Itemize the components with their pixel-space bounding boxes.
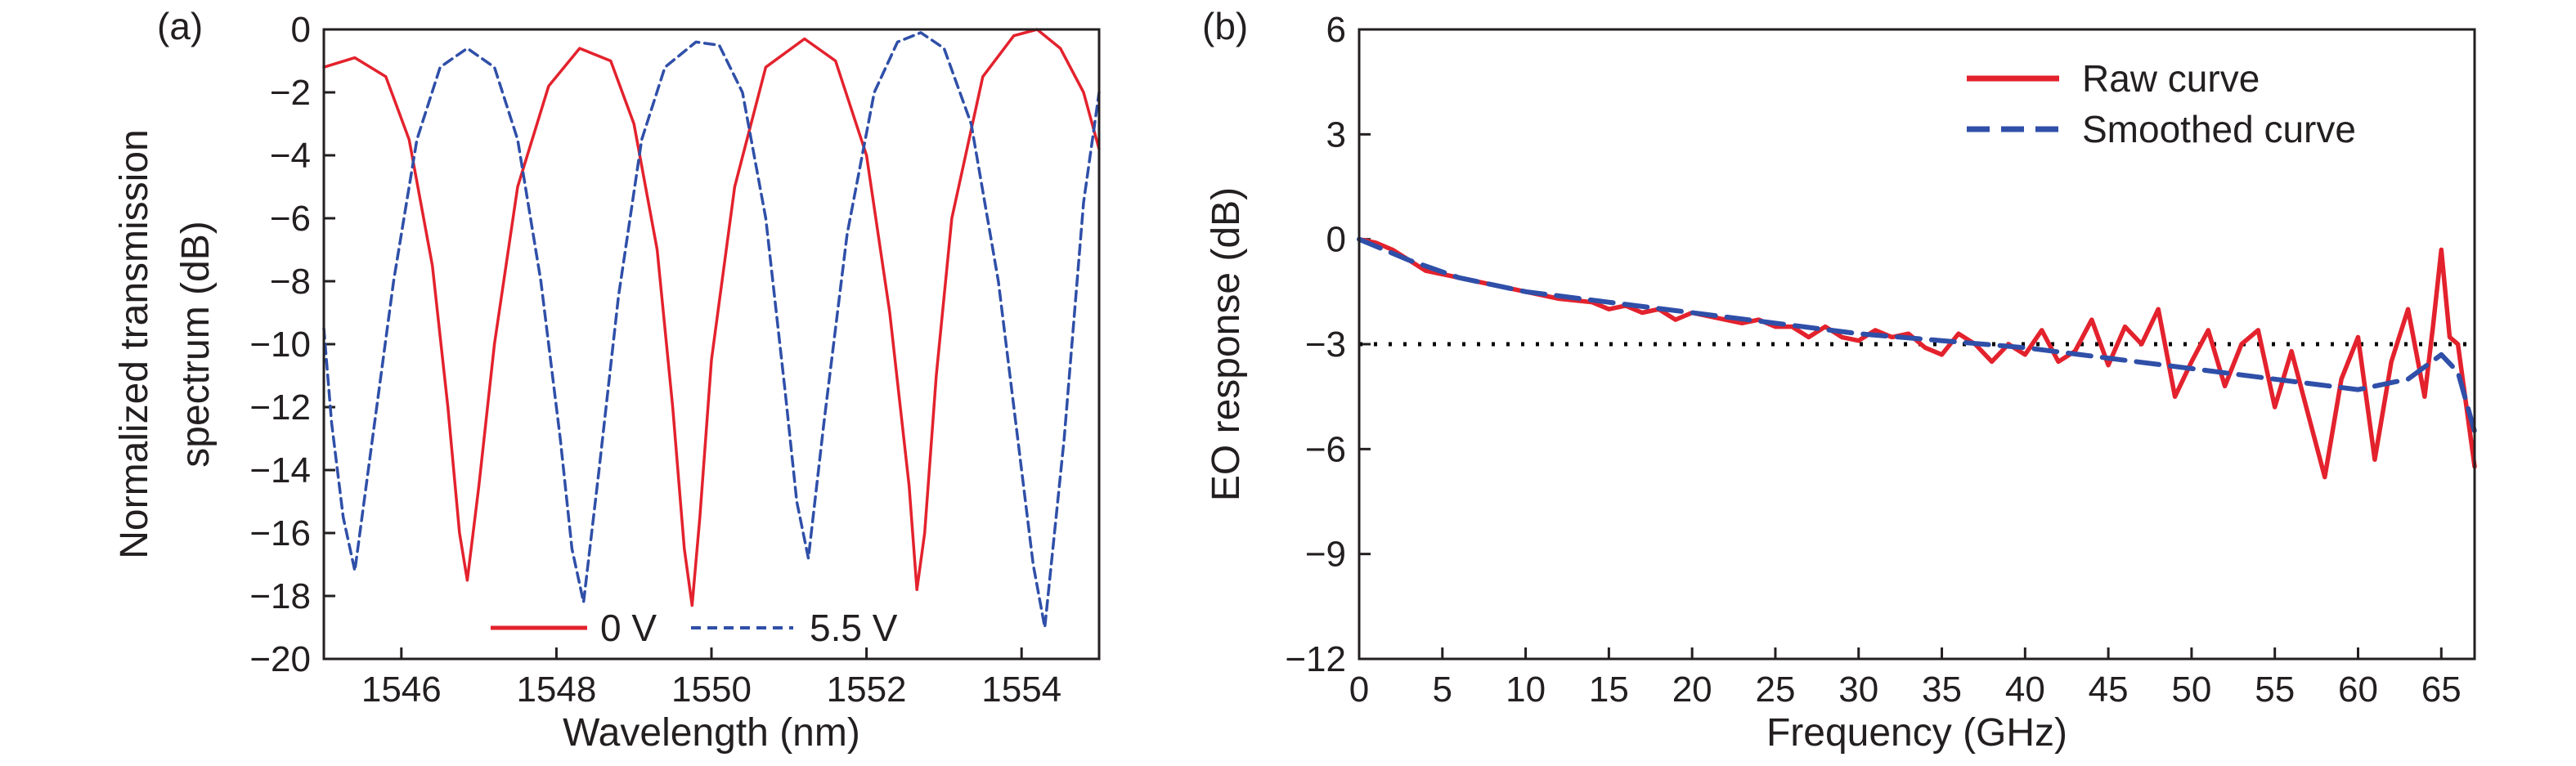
panel-b-x-axis-label: Frequency (GHz) bbox=[1766, 711, 2067, 755]
x-tick-label: 45 bbox=[2089, 670, 2129, 710]
x-tick-label: 1546 bbox=[361, 670, 442, 710]
y-tick-label: −9 bbox=[1305, 535, 1346, 575]
panel-b-y-axis-label: EO response (dB) bbox=[1205, 187, 1248, 501]
series-line-5-5-v bbox=[322, 31, 1101, 629]
x-tick-label: 1554 bbox=[981, 670, 1061, 710]
panel-a-y-axis-label-line2: spectrum (dB) bbox=[174, 221, 218, 467]
y-tick-label: 0 bbox=[291, 10, 311, 50]
y-tick-label: −8 bbox=[270, 262, 311, 302]
series-line-0-v bbox=[322, 28, 1101, 607]
x-tick-label: 40 bbox=[2005, 670, 2045, 710]
x-tick-label: 0 bbox=[1349, 670, 1369, 710]
y-tick-label: −12 bbox=[249, 387, 311, 428]
y-tick-label: 0 bbox=[1326, 220, 1346, 260]
panel-a-legend: 0 V 5.5 V bbox=[491, 607, 898, 649]
x-tick-label: 1550 bbox=[671, 670, 752, 710]
panel-b-y-tick-labels: 6 3 0 −3 −6 −9 −12 bbox=[1285, 10, 1346, 679]
panel-b-eo-response-chart: (b) 0 5 10 15 20 25 30 35 40 45 50 55 60 65 630−3−6−9… bbox=[1202, 5, 2477, 755]
panel-a-plot-frame bbox=[322, 28, 1101, 661]
x-tick-label: 20 bbox=[1672, 670, 1712, 710]
legend-label-5-5v: 5.5 V bbox=[810, 607, 898, 649]
panel-a-x-axis-label: Wavelength (nm) bbox=[563, 711, 860, 755]
panel-a-transmission-chart: (a) 1546 1548 1550 1552 1554 0 −2 −4 −6 −8 −10 −12… bbox=[113, 5, 1101, 755]
y-tick-label: −14 bbox=[249, 450, 311, 491]
panel-b-series bbox=[1357, 236, 2477, 480]
x-tick-label: 35 bbox=[1922, 670, 1962, 710]
x-tick-label: 55 bbox=[2255, 670, 2295, 710]
y-tick-label: −20 bbox=[249, 639, 311, 679]
y-tick-label: −2 bbox=[270, 73, 311, 113]
x-tick-label: 1552 bbox=[827, 670, 907, 710]
x-tick-label: 60 bbox=[2338, 670, 2378, 710]
x-tick-label: 65 bbox=[2421, 670, 2462, 710]
legend-label-smoothed-curve: Smoothed curve bbox=[2082, 108, 2356, 150]
x-tick-label: 5 bbox=[1433, 670, 1452, 710]
panel-a-series bbox=[322, 28, 1101, 629]
x-tick-label: 15 bbox=[1589, 670, 1629, 710]
y-tick-label: −6 bbox=[1305, 429, 1346, 469]
y-tick-label: −4 bbox=[270, 136, 311, 176]
panel-b-x-tick-labels: 0 5 10 15 20 25 30 35 40 45 50 55 60 65 bbox=[1349, 670, 2462, 710]
panel-a-axes bbox=[324, 28, 1023, 661]
y-tick-label: 6 bbox=[1326, 10, 1346, 50]
panel-a-label: (a) bbox=[157, 5, 203, 47]
y-tick-label: −10 bbox=[249, 325, 311, 365]
panel-a-y-tick-labels: 0 −2 −4 −6 −8 −10 −12 −14 −16 −18 −20 bbox=[249, 10, 311, 679]
panel-b-plot-frame bbox=[1358, 28, 2476, 661]
panel-b-label: (b) bbox=[1202, 5, 1248, 47]
x-tick-label: 30 bbox=[1838, 670, 1878, 710]
legend-label-0v: 0 V bbox=[600, 607, 657, 649]
y-tick-label: −6 bbox=[270, 199, 311, 239]
series-line-smoothed-curve bbox=[1357, 236, 2477, 434]
y-tick-label: 3 bbox=[1326, 114, 1346, 155]
panel-a-x-tick-labels: 1546 1548 1550 1552 1554 bbox=[361, 670, 1061, 710]
y-tick-label: −16 bbox=[249, 513, 311, 553]
x-tick-label: 50 bbox=[2171, 670, 2211, 710]
x-tick-label: 25 bbox=[1755, 670, 1795, 710]
y-tick-label: −18 bbox=[249, 576, 311, 616]
legend-label-raw-curve: Raw curve bbox=[2082, 57, 2260, 100]
y-tick-label: −3 bbox=[1305, 325, 1346, 365]
x-tick-label: 1548 bbox=[516, 670, 596, 710]
x-tick-label: 10 bbox=[1506, 670, 1546, 710]
series-line-raw-curve bbox=[1357, 236, 2477, 480]
panel-a-y-axis-label-line1: Normalized transmission bbox=[113, 129, 156, 559]
panel-b-legend: Raw curve Smoothed curve bbox=[1967, 57, 2356, 150]
y-tick-label: −12 bbox=[1285, 639, 1346, 679]
